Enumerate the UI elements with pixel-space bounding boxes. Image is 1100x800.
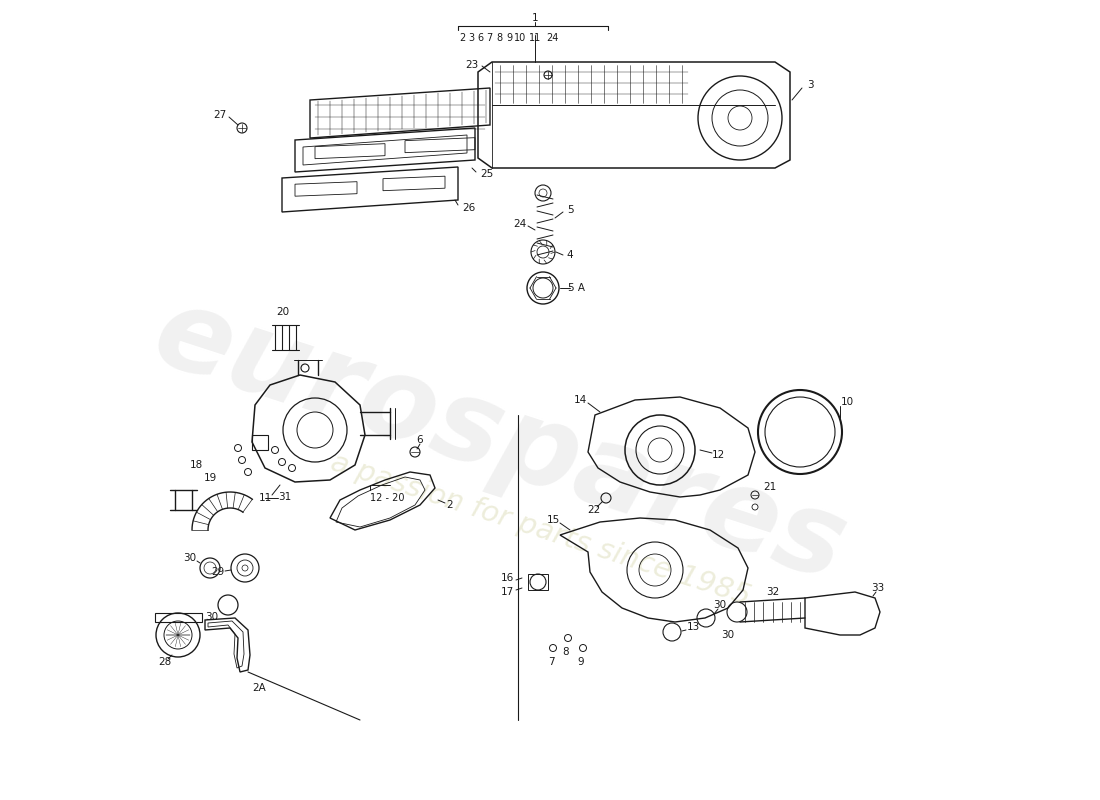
Text: 33: 33 bbox=[871, 583, 884, 593]
Text: 24: 24 bbox=[546, 33, 558, 43]
Text: 3: 3 bbox=[806, 80, 813, 90]
Text: 5 A: 5 A bbox=[569, 283, 585, 293]
Text: 11: 11 bbox=[258, 493, 272, 503]
Text: 10: 10 bbox=[840, 397, 854, 407]
Text: 30: 30 bbox=[206, 612, 219, 622]
Text: 25: 25 bbox=[480, 169, 493, 179]
Text: 2A: 2A bbox=[252, 683, 266, 693]
Text: 30: 30 bbox=[714, 600, 727, 610]
Text: 8: 8 bbox=[563, 647, 570, 657]
Text: 4: 4 bbox=[566, 250, 573, 260]
Text: 16: 16 bbox=[500, 573, 514, 583]
Text: 6: 6 bbox=[477, 33, 483, 43]
Text: 28: 28 bbox=[158, 657, 172, 667]
Text: 24: 24 bbox=[514, 219, 527, 229]
Text: 2: 2 bbox=[459, 33, 465, 43]
Text: 26: 26 bbox=[462, 203, 475, 213]
Text: 8: 8 bbox=[496, 33, 502, 43]
Text: 31: 31 bbox=[278, 492, 292, 502]
Text: 22: 22 bbox=[587, 505, 601, 515]
Text: 20: 20 bbox=[276, 307, 289, 317]
Text: 1: 1 bbox=[531, 13, 538, 23]
Text: 12: 12 bbox=[712, 450, 725, 460]
Text: 27: 27 bbox=[213, 110, 227, 120]
Text: 12 - 20: 12 - 20 bbox=[370, 493, 405, 503]
Text: 23: 23 bbox=[464, 60, 478, 70]
Text: 30: 30 bbox=[184, 553, 197, 563]
Text: 2: 2 bbox=[447, 500, 453, 510]
Text: a passion for parts since 1985: a passion for parts since 1985 bbox=[327, 449, 754, 611]
Text: 6: 6 bbox=[417, 435, 424, 445]
Text: 13: 13 bbox=[686, 622, 700, 632]
Text: 29: 29 bbox=[211, 567, 224, 577]
Text: 14: 14 bbox=[573, 395, 586, 405]
Text: 7: 7 bbox=[486, 33, 492, 43]
Text: 32: 32 bbox=[767, 587, 780, 597]
Text: 15: 15 bbox=[547, 515, 560, 525]
Text: 7: 7 bbox=[548, 657, 554, 667]
Text: 9: 9 bbox=[578, 657, 584, 667]
Text: 5: 5 bbox=[566, 205, 573, 215]
Text: 9: 9 bbox=[506, 33, 513, 43]
Text: eurospares: eurospares bbox=[141, 276, 859, 604]
Text: 3: 3 bbox=[468, 33, 474, 43]
Text: 17: 17 bbox=[500, 587, 514, 597]
Text: 30: 30 bbox=[722, 630, 735, 640]
Text: 18: 18 bbox=[189, 460, 202, 470]
Text: 10: 10 bbox=[514, 33, 526, 43]
Text: 19: 19 bbox=[204, 473, 217, 483]
Text: 21: 21 bbox=[763, 482, 777, 492]
Text: 11: 11 bbox=[529, 33, 541, 43]
